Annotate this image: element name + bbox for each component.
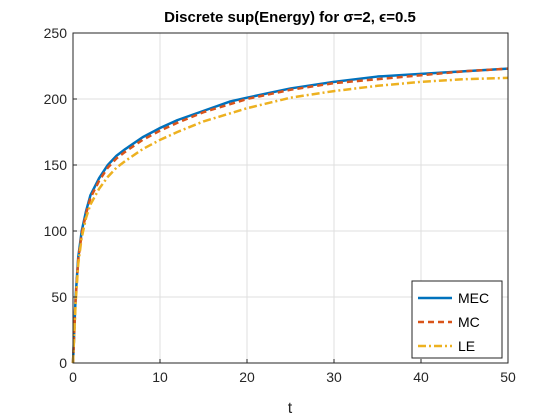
x-tick-label: 50	[500, 369, 516, 385]
y-tick-label: 0	[59, 355, 67, 371]
legend-label-le: LE	[458, 338, 475, 354]
axes-frame	[72, 32, 509, 364]
x-tick-label: 0	[69, 369, 77, 385]
legend-label-mc: MC	[458, 314, 480, 330]
series-line-le	[71, 76, 509, 364]
ticks: 0 10 20 30 40 50 0 50 100 150 200 250	[44, 25, 516, 385]
x-tick-label: 40	[413, 369, 429, 385]
y-tick-label: 50	[51, 289, 67, 305]
y-tick-label: 250	[44, 25, 68, 41]
series-layer	[71, 67, 509, 364]
x-tick-label: 20	[239, 369, 255, 385]
x-axis-label: t	[288, 400, 293, 417]
legend-box	[411, 280, 503, 359]
legend-label-mec: MEC	[458, 290, 489, 306]
y-tick-label: 100	[44, 223, 68, 239]
y-tick-label: 150	[44, 157, 68, 173]
legend[interactable]: MEC MC LE	[411, 280, 503, 359]
x-tick-label: 30	[326, 369, 342, 385]
x-tick-label: 10	[152, 369, 168, 385]
chart-title: Discrete sup(Energy) for σ=2, ϵ=0.5	[164, 9, 416, 26]
y-tick-label: 200	[44, 91, 68, 107]
